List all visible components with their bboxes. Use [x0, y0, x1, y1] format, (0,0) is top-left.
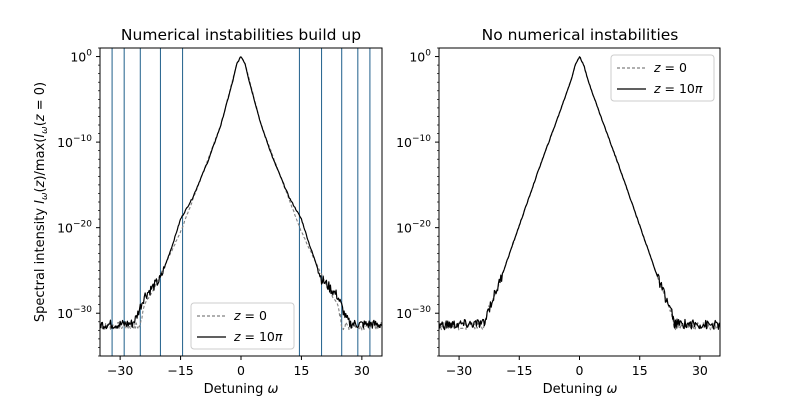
series-line-z10pi — [100, 56, 382, 330]
series-line-z0 — [100, 55, 382, 331]
legend-entry-z10pi: z = 10π — [233, 329, 283, 344]
y-tick-label: 10−10 — [396, 134, 431, 150]
right-chart-title: No numerical instabilities — [482, 26, 679, 44]
y-tick-label: 10−20 — [396, 220, 431, 236]
x-tick-label: −15 — [167, 363, 193, 378]
right-legend: z = 0 z = 10π — [610, 54, 715, 102]
x-tick-label: 15 — [293, 363, 309, 378]
series-line-z10pi — [439, 56, 720, 331]
y-tick-label: 100 — [409, 49, 431, 65]
x-tick-label: −15 — [506, 363, 532, 378]
legend-entry-z0: z = 0 — [653, 60, 687, 75]
x-tick-label: −30 — [446, 363, 472, 378]
y-axis-label: Spectral intensity Iω(z)/max(Iω(z = 0) — [33, 82, 50, 322]
y-tick-label: 10−30 — [57, 305, 92, 321]
right-chart: No numerical instabilities −30 −15 0 15 30 1… — [396, 26, 721, 397]
right-x-axis-label: Detuning ω — [543, 382, 618, 397]
left-chart: Numerical instabilities build up −30 −15 0… — [33, 26, 383, 397]
left-x-axis-label: Detuning ω — [204, 382, 279, 397]
x-tick-label: −30 — [107, 363, 133, 378]
left-chart-title: Numerical instabilities build up — [121, 26, 361, 44]
x-tick-label: 0 — [576, 363, 584, 378]
y-tick-label: 10−10 — [57, 134, 92, 150]
x-tick-label: 0 — [237, 363, 245, 378]
y-tick-label: 10−20 — [57, 220, 92, 236]
y-tick-label: 100 — [70, 49, 92, 65]
x-tick-label: 30 — [692, 363, 708, 378]
legend-entry-z0: z = 0 — [233, 308, 267, 323]
x-tick-label: 30 — [354, 363, 370, 378]
left-legend: z = 0 z = 10π — [190, 302, 295, 350]
x-tick-label: 15 — [632, 363, 648, 378]
legend-entry-z10pi: z = 10π — [653, 81, 703, 96]
y-tick-label: 10−30 — [396, 305, 431, 321]
